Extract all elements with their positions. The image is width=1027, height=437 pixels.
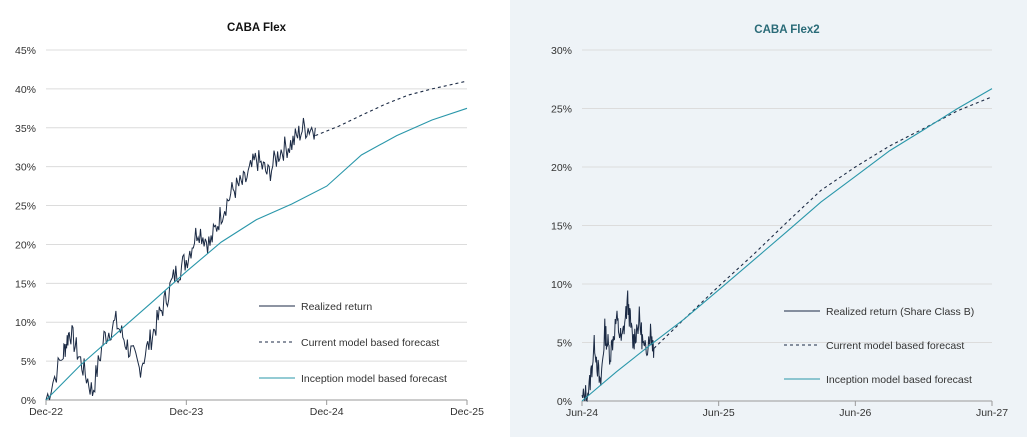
series-line-inception-model-based-forecast [581,88,993,402]
legend-label: Realized return (Share Class B) [826,306,974,318]
y-tick-label: 10% [551,279,572,291]
y-tick-label: 0% [557,396,572,408]
legend-label: Inception model based forecast [826,374,972,386]
x-tick-label: Dec-25 [450,406,484,418]
series-line-inception-model-based-forecast [45,107,468,401]
series-line-realized-return-share-class-b [581,290,655,403]
y-tick-label: 15% [15,278,36,290]
legend-label: Current model based forecast [826,340,964,352]
x-tick-label: Jun-24 [566,407,598,419]
x-tick-label: Dec-24 [310,406,344,418]
legend-label: Realized return [301,301,372,313]
y-tick-label: 25% [15,201,36,213]
y-tick-label: 0% [21,395,36,407]
y-tick-label: 40% [15,84,36,96]
chart-panel-caba-flex2: CABA Flex2 0% 5% 10% 15% 20% 25% 30% Jun-24 Jun-2… [510,0,1027,437]
x-tick-label: Dec-22 [29,406,63,418]
y-tick-label: 35% [15,123,36,135]
x-tick-label: Dec-23 [169,406,203,418]
y-tick-label: 5% [557,338,572,350]
chart-caba-flex: CABA Flex 0% 5% 10% 15% 20% 25% 30% 35% 40% 45% Dec… [15,22,484,418]
legend-label: Inception model based forecast [301,373,447,385]
x-tick-label: Jun-26 [839,407,871,419]
y-tick-label: 20% [551,162,572,174]
legend-label: Current model based forecast [301,337,439,349]
y-tick-label: 30% [15,162,36,174]
chart-caba-flex2: CABA Flex2 0% 5% 10% 15% 20% 25% 30% Jun-24 Jun-2… [551,24,1008,419]
x-tick-label: Jun-27 [976,407,1008,419]
y-tick-label: 25% [551,104,572,116]
y-tick-label: 15% [551,221,572,233]
chart-title: CABA Flex2 [754,24,819,36]
y-tick-label: 10% [15,317,36,329]
x-tick-label: Jun-25 [703,407,735,419]
chart-panel-caba-flex: CABA Flex 0% 5% 10% 15% 20% 25% 30% 35% 40% 45% Dec… [0,0,508,437]
y-tick-label: 45% [15,45,36,57]
y-tick-label: 5% [21,356,36,368]
chart-title: CABA Flex [227,22,287,34]
y-tick-label: 30% [551,45,572,57]
series-line-realized-return [45,117,316,401]
y-tick-label: 20% [15,239,36,251]
series-line-current-model-based-forecast [315,80,468,137]
